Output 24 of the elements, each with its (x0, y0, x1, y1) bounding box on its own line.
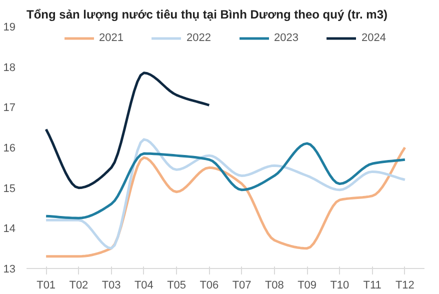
chart-title: Tổng sản lượng nước tiêu thụ tại Bình Dương theo quý (tr. m3) (26, 8, 388, 22)
x-tick-label: T12 (395, 280, 414, 292)
x-tick-label: T07 (232, 280, 252, 292)
y-tick-label: 13 (3, 264, 16, 276)
legend-label: 2023 (274, 32, 298, 44)
legend-label: 2024 (361, 32, 386, 44)
x-tick-label: T02 (69, 280, 88, 292)
y-tick-label: 18 (3, 62, 16, 74)
legend-label: 2021 (99, 32, 124, 44)
x-tick-label: T01 (36, 280, 56, 292)
x-tick-label: T10 (330, 280, 350, 292)
y-tick-label: 16 (3, 142, 16, 154)
x-tick-label: T11 (363, 280, 382, 292)
legend-label: 2022 (186, 32, 211, 44)
x-tick-label: T06 (200, 280, 219, 292)
y-tick-label: 15 (3, 182, 16, 195)
y-tick-label: 17 (3, 102, 16, 114)
x-tick-label: T03 (102, 280, 121, 292)
y-tick-label: 19 (3, 22, 16, 34)
x-tick-label: T05 (167, 280, 186, 292)
x-tick-label: T04 (134, 280, 154, 292)
x-tick-label: T09 (298, 280, 317, 292)
y-tick-label: 14 (3, 223, 16, 236)
x-tick-label: T08 (264, 280, 284, 292)
